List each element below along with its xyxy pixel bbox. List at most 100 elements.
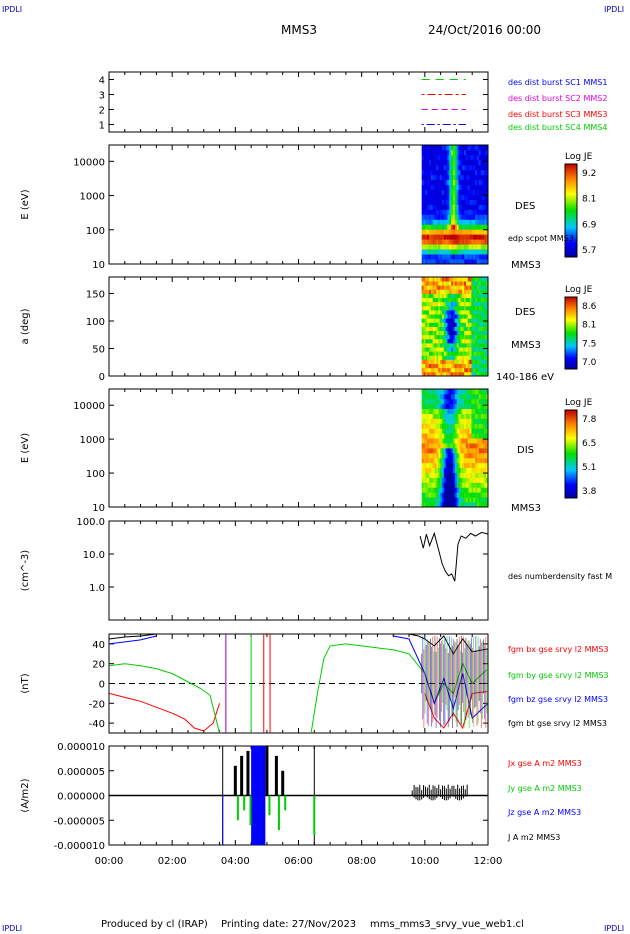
heatmap-cell bbox=[438, 314, 441, 319]
heatmap-cell bbox=[469, 149, 472, 156]
heatmap-cell bbox=[425, 174, 428, 181]
heatmap-cell bbox=[484, 277, 487, 282]
heatmap-cell bbox=[421, 285, 424, 290]
heatmap-cell bbox=[447, 462, 450, 469]
heatmap-cell bbox=[440, 239, 443, 245]
heatmap-cell bbox=[423, 423, 426, 429]
heatmap-cell bbox=[462, 305, 465, 311]
heatmap-cell bbox=[475, 214, 478, 220]
heatmap-cell bbox=[436, 159, 439, 166]
heatmap-cell bbox=[423, 285, 426, 290]
heatmap-cell bbox=[484, 234, 487, 240]
heatmap-cell bbox=[432, 149, 435, 156]
heatmap-cell bbox=[449, 318, 452, 323]
heatmap-cell bbox=[427, 224, 430, 230]
heatmap-cell bbox=[478, 334, 482, 340]
heatmap-cell bbox=[471, 457, 474, 464]
heatmap-cell bbox=[462, 334, 465, 340]
heatmap-cell bbox=[480, 249, 483, 255]
heatmap-cell bbox=[443, 234, 447, 240]
heatmap-cell bbox=[471, 393, 474, 400]
heatmap-cell bbox=[423, 189, 426, 195]
heatmap-cell bbox=[443, 322, 447, 327]
heatmap-cell bbox=[480, 443, 483, 449]
heatmap-cell bbox=[471, 194, 474, 200]
heatmap-cell bbox=[462, 355, 465, 360]
heatmap-cell bbox=[438, 249, 441, 255]
heatmap-cell bbox=[460, 487, 463, 493]
heatmap-cell bbox=[456, 289, 459, 294]
heatmap-cell bbox=[460, 204, 463, 210]
heatmap-cell bbox=[471, 169, 474, 176]
heatmap-cell bbox=[484, 355, 487, 360]
heatmap-cell bbox=[484, 497, 487, 503]
heatmap-cell bbox=[440, 209, 443, 215]
heatmap-cell bbox=[445, 347, 448, 352]
heatmap-cell bbox=[447, 149, 450, 156]
heatmap-cell bbox=[436, 204, 439, 210]
heatmap-cell bbox=[425, 497, 428, 503]
heatmap-cell bbox=[469, 482, 472, 488]
heatmap-cell bbox=[484, 305, 487, 311]
heatmap-cell bbox=[452, 371, 456, 377]
heatmap-cell bbox=[436, 189, 439, 195]
heatmap-cell bbox=[441, 289, 445, 294]
heatmap-cell bbox=[469, 293, 472, 299]
heatmap-cell bbox=[469, 502, 472, 508]
heatmap-cell bbox=[452, 277, 456, 282]
heatmap-cell bbox=[465, 477, 469, 483]
heatmap-cell bbox=[454, 229, 458, 235]
heatmap-cell bbox=[434, 497, 437, 503]
heatmap-cell bbox=[440, 154, 443, 161]
heatmap-cell bbox=[484, 359, 487, 365]
heatmap-cell bbox=[475, 293, 478, 299]
heatmap-cell bbox=[441, 159, 445, 166]
heatmap-cell bbox=[440, 359, 443, 365]
heatmap-cell bbox=[441, 433, 445, 439]
heatmap-cell bbox=[434, 359, 437, 365]
heatmap-cell bbox=[456, 229, 459, 235]
heatmap-cell bbox=[460, 472, 463, 478]
heatmap-cell bbox=[434, 398, 437, 405]
heatmap-cell bbox=[436, 234, 439, 240]
heatmap-cell bbox=[423, 322, 426, 327]
y-tick-label: -40 bbox=[89, 719, 105, 730]
heatmap-cell bbox=[452, 343, 456, 348]
heatmap-cell bbox=[438, 413, 441, 419]
heatmap-cell bbox=[480, 259, 483, 265]
heatmap-cell bbox=[465, 355, 469, 360]
heatmap-cell bbox=[473, 487, 476, 493]
heatmap-cell bbox=[421, 423, 424, 429]
heatmap-cell bbox=[445, 502, 448, 508]
heatmap-cell bbox=[456, 310, 459, 315]
heatmap-cell bbox=[421, 472, 424, 478]
heatmap-cell bbox=[467, 351, 470, 356]
heatmap-cell bbox=[484, 428, 487, 434]
heatmap-cell bbox=[480, 145, 483, 151]
heatmap-cell bbox=[454, 433, 458, 439]
heatmap-cell bbox=[443, 314, 447, 319]
heatmap-cell bbox=[445, 403, 448, 410]
heatmap-cell bbox=[451, 355, 454, 360]
heatmap-cell bbox=[467, 326, 470, 332]
heatmap-cell bbox=[484, 438, 487, 444]
heatmap-cell bbox=[440, 433, 443, 439]
heatmap-cell bbox=[456, 194, 459, 200]
heatmap-cell bbox=[467, 301, 470, 307]
heatmap-cell bbox=[452, 393, 456, 400]
heatmap-cell bbox=[482, 408, 485, 414]
heatmap-cell bbox=[432, 403, 435, 410]
heatmap-cell bbox=[452, 224, 456, 230]
heatmap-cell bbox=[436, 497, 439, 503]
heatmap-cell bbox=[475, 467, 478, 473]
heatmap-cell bbox=[475, 359, 478, 365]
heatmap-cell bbox=[440, 305, 443, 311]
heatmap-cell bbox=[430, 418, 434, 424]
heatmap-cell bbox=[432, 305, 435, 311]
heatmap-cell bbox=[482, 164, 485, 171]
heatmap-cell bbox=[441, 438, 445, 444]
heatmap-cell bbox=[462, 408, 465, 414]
heatmap-cell bbox=[425, 326, 428, 332]
heatmap-cell bbox=[469, 428, 472, 434]
heatmap-cell bbox=[476, 249, 480, 255]
